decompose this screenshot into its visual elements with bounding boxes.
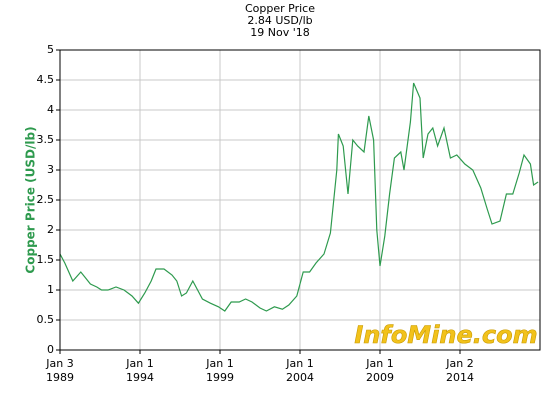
y-tick-label: 4.5 xyxy=(37,73,55,86)
x-tick-label: Jan 2 xyxy=(445,357,473,370)
y-tick-label: 1 xyxy=(47,283,54,296)
y-tick-label: 4 xyxy=(47,103,54,116)
x-tick-label: 1989 xyxy=(46,371,74,384)
x-tick-label: 2014 xyxy=(446,371,474,384)
x-tick-label: Jan 1 xyxy=(365,357,393,370)
chart-date: 19 Nov '18 xyxy=(250,26,309,39)
price-line xyxy=(59,82,539,312)
y-tick-label: 2 xyxy=(47,223,54,236)
watermark: InfoMine.com xyxy=(354,321,537,349)
y-tick-label: 0 xyxy=(47,343,54,356)
y-tick-label: 0.5 xyxy=(37,313,55,326)
y-axis-label: Copper Price (USD/lb) xyxy=(24,126,38,273)
x-tick-label: 2009 xyxy=(366,371,394,384)
chart-subtitle: 2.84 USD/lb xyxy=(247,14,312,27)
y-tick-label: 1.5 xyxy=(37,253,55,266)
x-tick-label: 2004 xyxy=(286,371,314,384)
y-tick-label: 5 xyxy=(47,43,54,56)
x-tick-label: Jan 1 xyxy=(125,357,153,370)
x-tick-label: Jan 1 xyxy=(285,357,313,370)
y-tick-label: 3 xyxy=(47,163,54,176)
y-tick-label: 3.5 xyxy=(37,133,55,146)
chart-title: Copper Price xyxy=(245,2,315,15)
x-tick-label: Jan 3 xyxy=(45,357,73,370)
x-tick-label: 1999 xyxy=(206,371,234,384)
x-tick-label: Jan 1 xyxy=(205,357,233,370)
plot-frame xyxy=(59,49,541,351)
x-tick-label: 1994 xyxy=(126,371,154,384)
y-tick-label: 2.5 xyxy=(37,193,55,206)
